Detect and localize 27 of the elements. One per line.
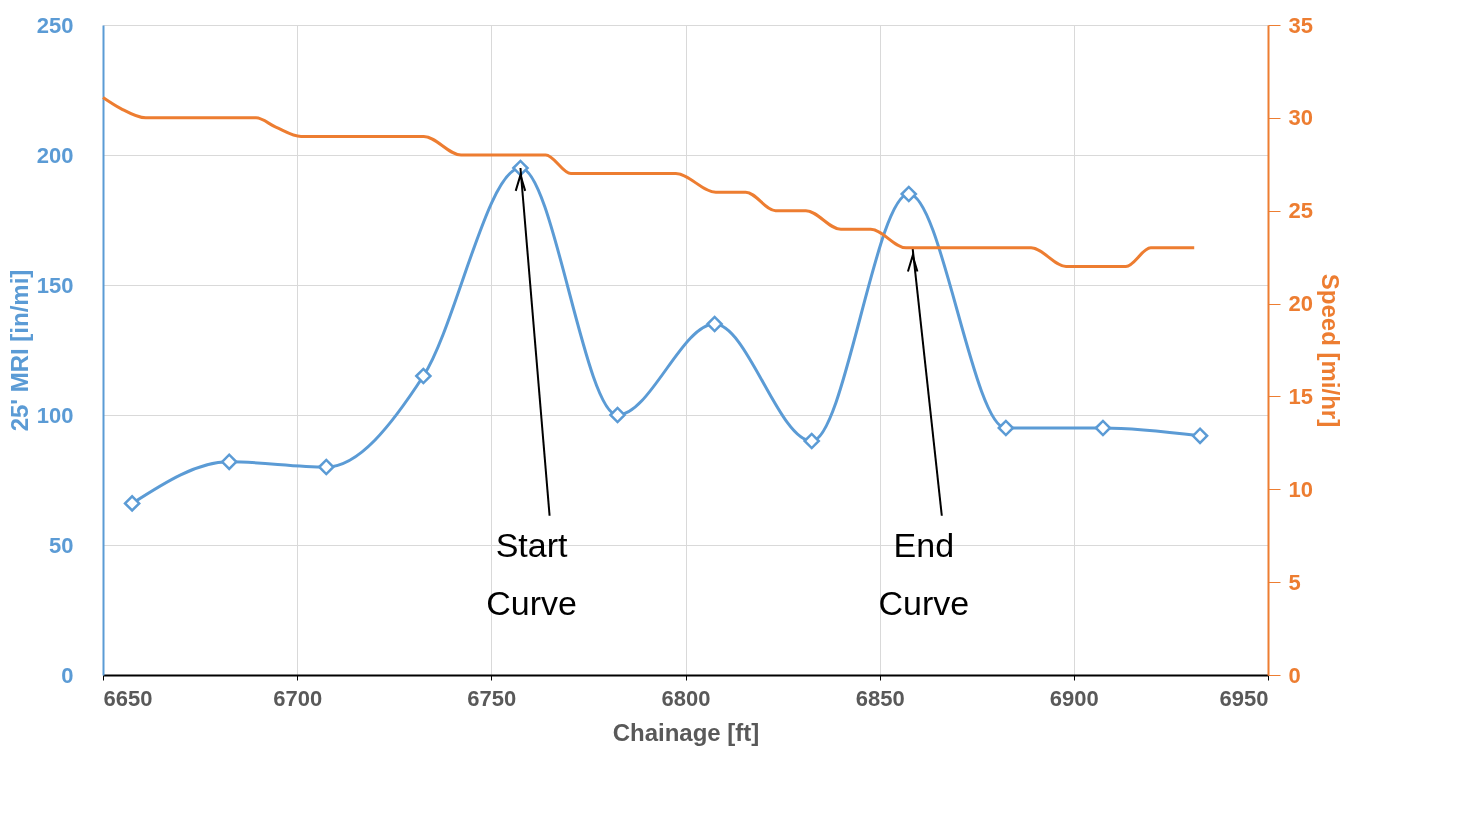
x-tick-label: 6750 [467,685,517,711]
y2-tick-label: 0 [1288,662,1301,688]
y2-tick-label: 15 [1288,383,1313,409]
x-tick-label: 6700 [273,685,323,711]
line-series [101,95,1196,268]
y2-tick-label: 20 [1288,291,1313,317]
y-tick-label: 150 [36,272,74,298]
y2-tick-label: 35 [1288,12,1313,38]
y-tick-label: 0 [61,662,74,688]
x-tick-label: 6800 [661,685,711,711]
x-tick-label: 6850 [855,685,905,711]
y2-axis-title: Speed [mi/hr] [1316,273,1344,428]
y-tick-label: 50 [49,532,74,558]
x-tick-label: 6950 [1219,685,1269,711]
y2-tick-label: 10 [1288,476,1313,502]
y2-tick-label: 5 [1288,569,1301,595]
x-tick-label: 6900 [1049,685,1099,711]
x-axis-title: Chainage [ft] [612,718,760,746]
annotation: Start Curve [486,525,577,622]
y2-tick-label: 30 [1288,105,1313,131]
y2-tick-label: 25 [1288,198,1313,224]
annotation: End Curve [878,525,970,622]
y-tick-label: 100 [36,402,74,428]
y-axis-title: 25' MRI [in/mi] [5,269,33,432]
y-tick-label: 250 [36,12,74,38]
y-tick-label: 200 [36,142,74,168]
x-tick-label: 6650 [103,685,153,711]
